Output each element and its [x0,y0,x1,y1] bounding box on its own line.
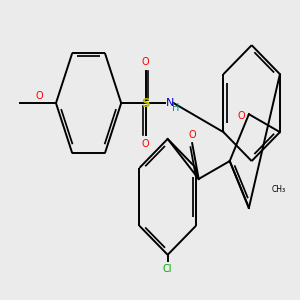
Text: O: O [142,140,149,149]
Text: CH₃: CH₃ [272,185,286,194]
Text: Cl: Cl [163,264,172,274]
Text: H: H [172,103,180,113]
Text: O: O [238,111,245,121]
Text: O: O [142,57,149,67]
Text: O: O [188,130,196,140]
Text: O: O [36,91,43,101]
Text: S: S [141,97,150,110]
Text: N: N [166,98,174,108]
